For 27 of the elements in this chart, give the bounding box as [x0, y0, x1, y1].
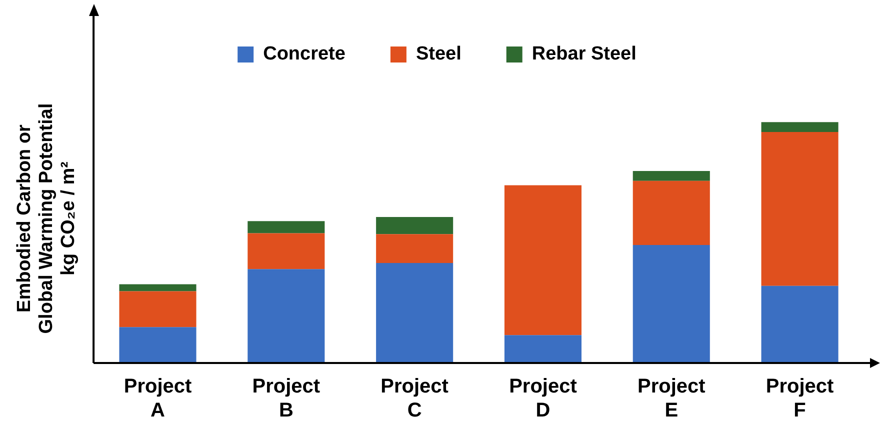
bar — [761, 286, 838, 363]
bar — [248, 233, 325, 270]
bar — [376, 217, 454, 234]
bar — [632, 244, 710, 363]
x-tick-label: Project C — [380, 376, 449, 422]
bar — [119, 291, 196, 328]
legend-label: Concrete — [263, 44, 346, 65]
bar — [761, 122, 838, 132]
bar — [119, 284, 196, 292]
x-tick-label: Project B — [252, 376, 320, 422]
bar — [248, 221, 325, 234]
bar — [376, 263, 454, 363]
bar — [376, 234, 454, 264]
x-tick-label: Project D — [509, 376, 578, 422]
bar — [761, 132, 838, 286]
y-axis-title: Embodied Carbon or Global Warming Potential kg CO₂e / m² — [14, 103, 79, 334]
legend-label: Rebar Steel — [532, 44, 636, 65]
bar — [119, 327, 196, 363]
x-tick-label: Project A — [124, 376, 192, 422]
x-tick-label: Project E — [637, 376, 706, 422]
bar — [504, 335, 582, 363]
bar — [248, 269, 325, 363]
x-tick-label: Project F — [766, 376, 834, 422]
legend-label: Steel — [416, 44, 462, 65]
bar — [632, 180, 710, 245]
bar — [632, 171, 710, 181]
bar — [504, 185, 582, 336]
